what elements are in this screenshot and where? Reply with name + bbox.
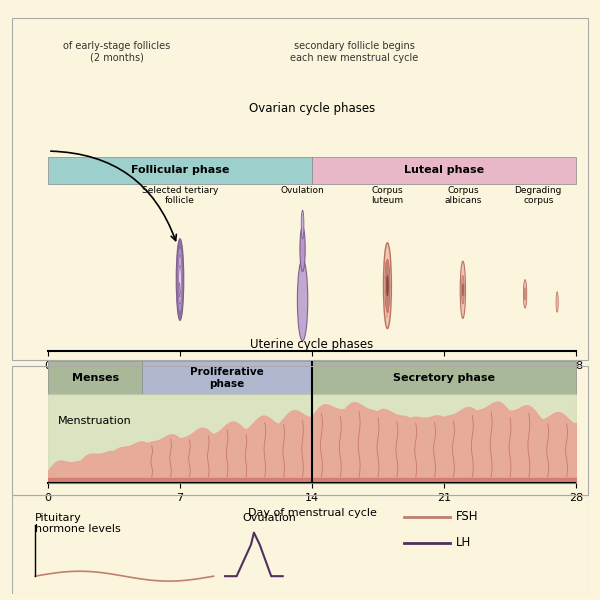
Text: secondary follicle begins
each new menstrual cycle: secondary follicle begins each new menst… [290, 41, 418, 62]
X-axis label: Day of menstrual cycle: Day of menstrual cycle [248, 376, 376, 386]
Text: of early-stage follicles
(2 months): of early-stage follicles (2 months) [63, 41, 170, 62]
Text: Corpus
luteum: Corpus luteum [371, 186, 403, 205]
Text: Uterine cycle phases: Uterine cycle phases [250, 338, 374, 351]
X-axis label: Day of menstrual cycle: Day of menstrual cycle [248, 508, 376, 518]
Circle shape [178, 255, 182, 304]
Circle shape [383, 243, 391, 329]
Text: Ovarian cycle phases: Ovarian cycle phases [249, 102, 375, 115]
Circle shape [461, 275, 464, 304]
Text: Pituitary
hormone levels: Pituitary hormone levels [35, 513, 121, 535]
Text: Secretory phase: Secretory phase [393, 373, 495, 383]
Text: Follicular phase: Follicular phase [131, 166, 229, 175]
Circle shape [179, 265, 181, 294]
Text: FSH: FSH [455, 510, 478, 523]
Text: Menstruation: Menstruation [58, 416, 132, 427]
Text: Proliferative
phase: Proliferative phase [190, 367, 264, 389]
Circle shape [176, 239, 184, 320]
Ellipse shape [300, 227, 305, 271]
Circle shape [462, 284, 463, 296]
Circle shape [177, 247, 183, 312]
Text: Menses: Menses [71, 373, 119, 383]
Circle shape [460, 261, 466, 319]
Ellipse shape [298, 259, 308, 341]
Ellipse shape [524, 288, 526, 300]
Text: Ovulation: Ovulation [281, 186, 325, 195]
Bar [312, 157, 576, 184]
Circle shape [301, 210, 304, 239]
Text: LH: LH [455, 536, 471, 549]
Text: Selected tertiary
follicle: Selected tertiary follicle [142, 186, 218, 205]
Circle shape [386, 275, 388, 296]
Ellipse shape [523, 280, 527, 308]
Circle shape [179, 283, 180, 297]
Text: Degrading
corpus: Degrading corpus [515, 186, 562, 205]
Bar [142, 361, 312, 394]
Circle shape [385, 259, 390, 312]
Bar [48, 157, 312, 184]
Bar [312, 361, 576, 394]
Text: Corpus
albicans: Corpus albicans [444, 186, 482, 205]
Ellipse shape [556, 292, 558, 312]
Text: Luteal phase: Luteal phase [404, 166, 484, 175]
Text: Ovulation: Ovulation [242, 513, 296, 523]
Bar [48, 361, 142, 394]
